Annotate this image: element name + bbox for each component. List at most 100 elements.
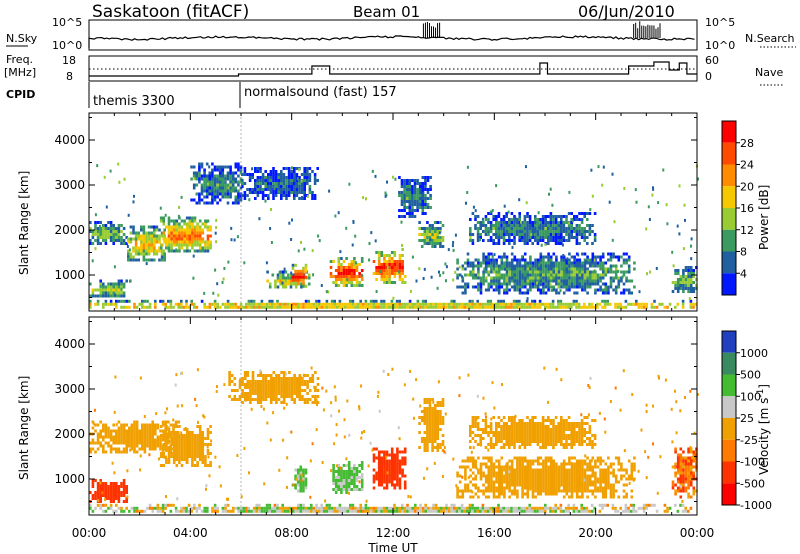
heatmap-cell [198,446,202,449]
heatmap-cell [640,302,643,306]
heatmap-cell [254,167,257,170]
heatmap-cell [383,281,386,284]
heatmap-cell [444,262,447,266]
heatmap-cell [583,267,587,271]
heatmap-cell [604,273,608,277]
heatmap-cell [94,213,97,217]
heatmap-cell [188,446,192,449]
heatmap-cell [254,398,257,401]
heatmap-cell [264,392,268,395]
heatmap-cell [107,488,110,491]
heatmap-cell [200,162,204,166]
heatmap-cell [536,276,540,280]
heatmap-cell [211,189,214,193]
heatmap-cell [544,459,548,463]
heatmap-cell [612,252,615,256]
heatmap-cell [433,416,437,419]
heatmap-cell [264,179,267,182]
heatmap-cell [546,302,550,306]
heatmap-cell [298,395,302,398]
heatmap-cell [190,299,193,303]
heatmap-cell [676,281,680,284]
heatmap-cell [188,434,192,437]
heatmap-cell [403,486,407,490]
heatmap-cell [196,437,199,440]
heatmap-cell [224,195,227,199]
heatmap-cell [185,440,189,443]
heatmap-cell [270,241,273,244]
heatmap-cell [578,273,582,277]
heatmap-cell [539,264,543,268]
heatmap-cell [295,188,299,191]
heatmap-cell [155,234,159,238]
heatmap-cell [614,305,617,309]
heatmap-cell [500,474,504,478]
heatmap-cell [290,188,293,191]
heatmap-cell [293,389,296,392]
heatmap-cell [340,488,343,491]
heatmap-cell [183,449,186,452]
heatmap-cell [505,291,509,295]
heatmap-cell [505,273,509,277]
heatmap-cell [337,482,341,485]
heatmap-cell [539,474,543,478]
heatmap-cell [487,228,490,232]
heatmap-cell [388,305,391,309]
heatmap-cell [388,275,391,278]
heatmap-cell [285,386,289,389]
heatmap-cell [279,279,282,283]
heatmap-cell [211,302,214,306]
heatmap-cell [398,275,402,278]
heatmap-cell [403,197,406,200]
heatmap-cell [260,305,264,309]
heatmap-cell [403,462,407,466]
heatmap-cell [226,177,230,181]
heatmap-cell [153,231,156,235]
heatmap-cell [593,269,596,273]
heatmap-cell [594,480,597,484]
heatmap-cell [424,176,427,179]
heatmap-cell [294,269,297,273]
heatmap-cell [689,278,693,281]
heatmap-cell [198,165,201,169]
heatmap-cell [143,423,147,427]
heatmap-cell [497,489,501,493]
heatmap-cell [130,438,134,442]
heatmap-cell [143,435,147,439]
heatmap-cell [526,212,529,215]
heatmap-cell [192,198,196,202]
heatmap-cell [583,459,587,463]
heatmap-cell [570,255,574,259]
heatmap-cell [122,432,126,436]
heatmap-cell [290,176,293,179]
heatmap-cell [575,492,579,496]
heatmap-cell [191,446,194,449]
heatmap-cell [513,233,516,236]
heatmap-cell [491,255,494,259]
heatmap-cell [652,186,654,190]
heatmap-cell [423,419,427,422]
heatmap-cell [570,270,574,274]
heatmap-cell [162,431,166,434]
heatmap-cell [140,225,143,229]
heatmap-cell [681,299,685,303]
heatmap-cell [151,444,154,448]
heatmap-cell [513,227,516,230]
heatmap-cell [282,371,286,374]
heatmap-cell [549,264,553,268]
heatmap-cell [375,251,378,254]
heatmap-cell [130,426,134,430]
heatmap-cell [96,447,100,451]
heatmap-cell [259,170,262,173]
heatmap-cell [91,230,95,233]
heatmap-cell [409,289,412,293]
heatmap-cell [133,435,136,439]
heatmap-cell [159,434,163,437]
heatmap-cell [477,267,480,271]
heatmap-cell [190,198,193,202]
heatmap-cell [503,288,506,292]
heatmap-cell [516,477,519,481]
heatmap-cell [167,449,171,452]
heatmap-cell [120,287,123,291]
heatmap-cell [525,302,529,306]
